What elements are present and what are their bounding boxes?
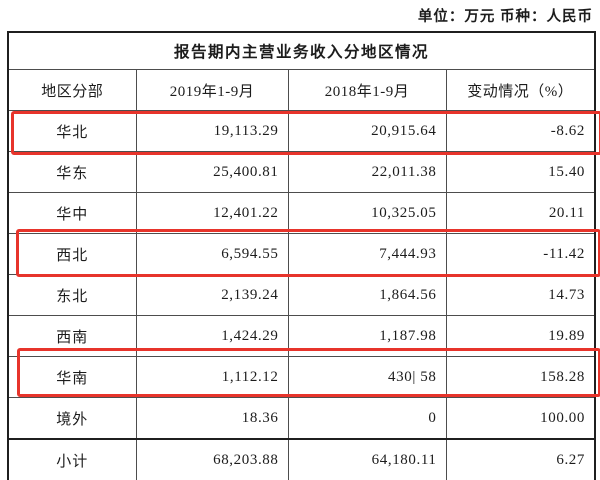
table-title-row: 报告期内主营业务收入分地区情况 bbox=[7, 31, 596, 70]
value-2019-cell: 19,113.29 bbox=[135, 110, 289, 152]
value-2019-cell: 25,400.81 bbox=[135, 151, 289, 193]
value-2018-cell: 1,187.98 bbox=[287, 315, 447, 357]
value-2018-cell: 1,864.56 bbox=[287, 274, 447, 316]
change-cell: 158.28 bbox=[445, 356, 596, 398]
table-row-jingwai: 境外 18.36 0 100.00 bbox=[7, 397, 596, 440]
value-2018-cell: 20,915.64 bbox=[287, 110, 447, 152]
region-cell: 华北 bbox=[7, 110, 137, 152]
region-cell: 境外 bbox=[7, 397, 137, 440]
col-header-change: 变动情况（%） bbox=[445, 69, 596, 111]
value-2018-cell: 64,180.11 bbox=[287, 438, 447, 480]
change-cell: 6.27 bbox=[445, 438, 596, 480]
value-2018-cell: 430| 58 bbox=[287, 356, 447, 398]
table-header-row: 地区分部 2019年1-9月 2018年1-9月 变动情况（%） bbox=[7, 69, 596, 111]
change-cell: 100.00 bbox=[445, 397, 596, 440]
value-2019-cell: 1,424.29 bbox=[135, 315, 289, 357]
region-cell: 华中 bbox=[7, 192, 137, 234]
table-row-huazhong: 华中 12,401.22 10,325.05 20.11 bbox=[7, 192, 596, 234]
table-row-huadong: 华东 25,400.81 22,011.38 15.40 bbox=[7, 151, 596, 193]
value-2018-cell: 10,325.05 bbox=[287, 192, 447, 234]
change-cell: 14.73 bbox=[445, 274, 596, 316]
change-cell: 20.11 bbox=[445, 192, 596, 234]
region-cell: 小计 bbox=[7, 438, 137, 480]
region-cell: 西北 bbox=[7, 233, 137, 275]
region-cell: 东北 bbox=[7, 274, 137, 316]
table-row-huabei: 华北 19,113.29 20,915.64 -8.62 bbox=[7, 110, 596, 152]
value-2018-cell: 7,444.93 bbox=[287, 233, 447, 275]
table-title: 报告期内主营业务收入分地区情况 bbox=[7, 31, 596, 70]
table-row-dongbei: 东北 2,139.24 1,864.56 14.73 bbox=[7, 274, 596, 316]
value-2018-cell: 22,011.38 bbox=[287, 151, 447, 193]
change-cell: -11.42 bbox=[445, 233, 596, 275]
region-cell: 华南 bbox=[7, 356, 137, 398]
col-header-region: 地区分部 bbox=[7, 69, 137, 111]
revenue-by-region-table: 报告期内主营业务收入分地区情况 地区分部 2019年1-9月 2018年1-9月… bbox=[7, 31, 597, 480]
value-2019-cell: 68,203.88 bbox=[135, 438, 289, 480]
col-header-2018: 2018年1-9月 bbox=[287, 69, 447, 111]
value-2019-cell: 18.36 bbox=[135, 397, 289, 440]
region-cell: 华东 bbox=[7, 151, 137, 193]
table-row-xibei: 西北 6,594.55 7,444.93 -11.42 bbox=[7, 233, 596, 275]
value-2019-cell: 6,594.55 bbox=[135, 233, 289, 275]
region-cell: 西南 bbox=[7, 315, 137, 357]
table-row-xinan: 西南 1,424.29 1,187.98 19.89 bbox=[7, 315, 596, 357]
table-row-subtotal: 小计 68,203.88 64,180.11 6.27 bbox=[7, 438, 596, 480]
value-2019-cell: 12,401.22 bbox=[135, 192, 289, 234]
value-2019-cell: 2,139.24 bbox=[135, 274, 289, 316]
change-cell: 19.89 bbox=[445, 315, 596, 357]
col-header-2019: 2019年1-9月 bbox=[135, 69, 289, 111]
value-2019-cell: 1,112.12 bbox=[135, 356, 289, 398]
change-cell: 15.40 bbox=[445, 151, 596, 193]
value-2018-cell: 0 bbox=[287, 397, 447, 440]
unit-currency-note: 单位：万元 币种：人民币 bbox=[417, 9, 593, 25]
table-row-huanan: 华南 1,112.12 430| 58 158.28 bbox=[7, 356, 596, 398]
change-cell: -8.62 bbox=[445, 110, 596, 152]
